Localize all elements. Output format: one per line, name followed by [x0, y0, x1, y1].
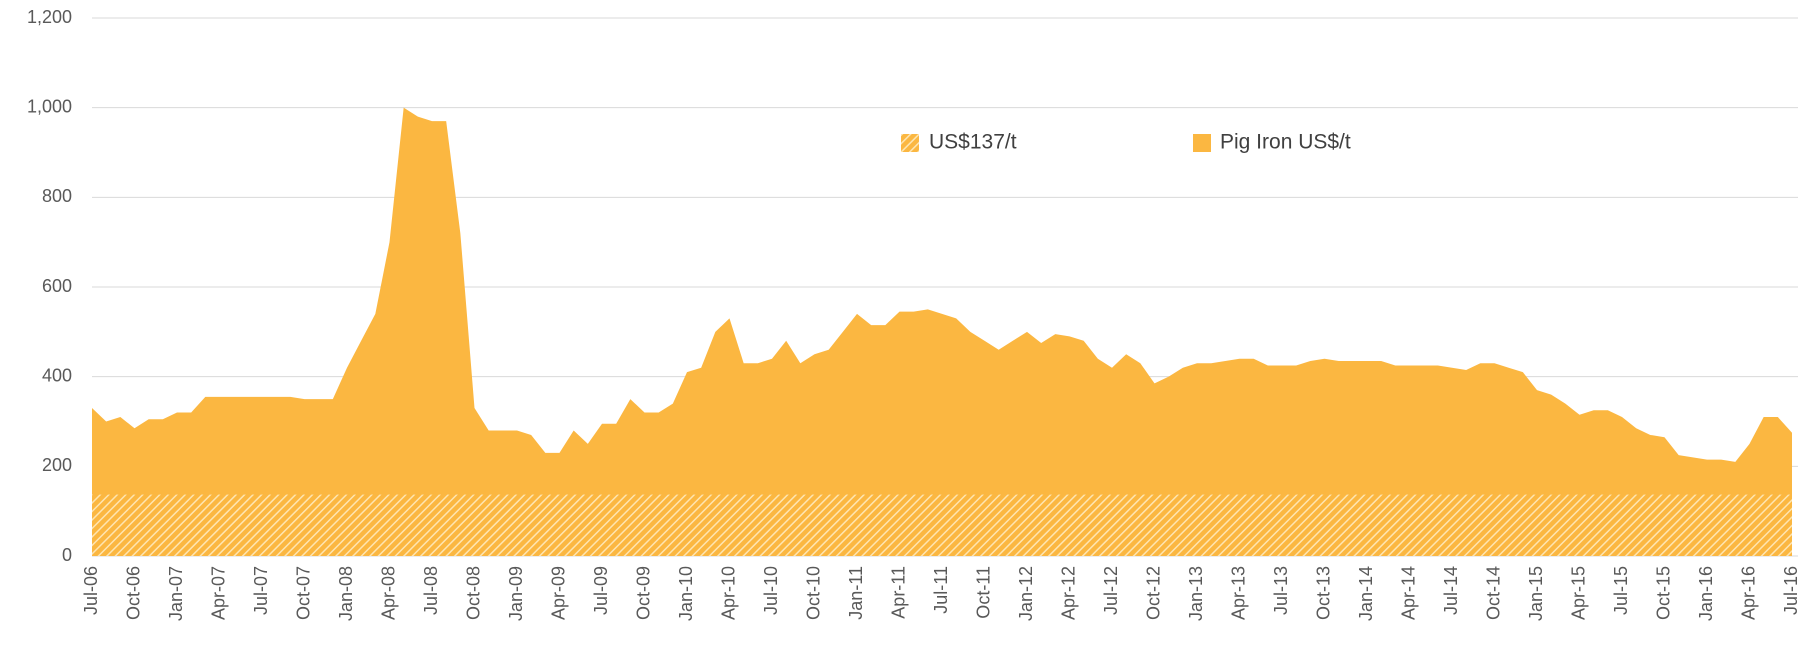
x-tick-label: Apr-11: [888, 566, 908, 619]
x-tick-label: Jul-07: [251, 566, 271, 615]
pig-iron-area: [92, 107, 1792, 557]
x-tick-label: Jul-14: [1441, 566, 1461, 615]
x-tick-label: Jul-11: [931, 566, 951, 614]
x-tick-label: Oct-12: [1143, 566, 1163, 620]
y-tick-label: 800: [42, 186, 72, 206]
x-tick-label: Jan-16: [1696, 566, 1716, 621]
y-tick-label: 0: [62, 545, 72, 565]
x-tick-label: Jul-09: [591, 566, 611, 615]
x-tick-label: Apr-13: [1228, 566, 1248, 620]
legend-swatch: [1193, 134, 1211, 152]
x-tick-label: Apr-16: [1738, 566, 1758, 620]
x-tick-label: Oct-09: [633, 566, 653, 620]
x-tick-label: Jan-15: [1526, 566, 1546, 621]
x-tick-label: Oct-14: [1483, 566, 1503, 620]
x-tick-label: Oct-10: [803, 566, 823, 620]
reference-band: [92, 494, 1792, 556]
x-tick-label: Jan-09: [506, 566, 526, 621]
x-tick-label: Jul-13: [1271, 566, 1291, 615]
y-tick-label: 1,000: [27, 96, 72, 116]
x-tick-label: Jul-16: [1781, 566, 1798, 615]
x-tick-label: Jul-15: [1611, 566, 1631, 615]
x-tick-label: Apr-09: [548, 566, 568, 620]
x-tick-label: Jan-08: [336, 566, 356, 621]
x-tick-label: Oct-13: [1313, 566, 1333, 620]
x-tick-label: Jul-08: [421, 566, 441, 615]
x-tick-label: Oct-15: [1653, 566, 1673, 620]
x-tick-label: Apr-12: [1058, 566, 1078, 620]
x-tick-label: Oct-11: [973, 566, 993, 619]
x-tick-label: Oct-06: [123, 566, 143, 620]
x-tick-label: Jul-12: [1101, 566, 1121, 615]
x-tick-label: Apr-15: [1568, 566, 1588, 620]
x-tick-label: Jul-10: [761, 566, 781, 615]
x-tick-label: Jan-11: [846, 566, 866, 620]
x-tick-label: Apr-14: [1398, 566, 1418, 620]
x-tick-label: Oct-08: [463, 566, 483, 620]
legend-label: Pig Iron US$/t: [1220, 131, 1351, 154]
x-tick-label: Jan-10: [676, 566, 696, 621]
x-tick-label: Apr-10: [718, 566, 738, 620]
y-tick-label: 600: [42, 276, 72, 296]
x-tick-label: Apr-08: [378, 566, 398, 620]
y-tick-label: 1,200: [27, 7, 72, 27]
x-tick-label: Jul-06: [81, 566, 101, 615]
x-tick-label: Jan-12: [1016, 566, 1036, 621]
x-tick-label: Jan-14: [1356, 566, 1376, 621]
x-tick-label: Apr-07: [208, 566, 228, 620]
legend-label: US$137/t: [929, 131, 1017, 154]
y-tick-label: 200: [42, 455, 72, 475]
y-tick-label: 400: [42, 365, 72, 385]
legend-swatch: [901, 134, 919, 152]
x-tick-label: Oct-07: [293, 566, 313, 620]
x-tick-label: Jan-13: [1186, 566, 1206, 621]
x-tick-label: Jan-07: [166, 566, 186, 621]
